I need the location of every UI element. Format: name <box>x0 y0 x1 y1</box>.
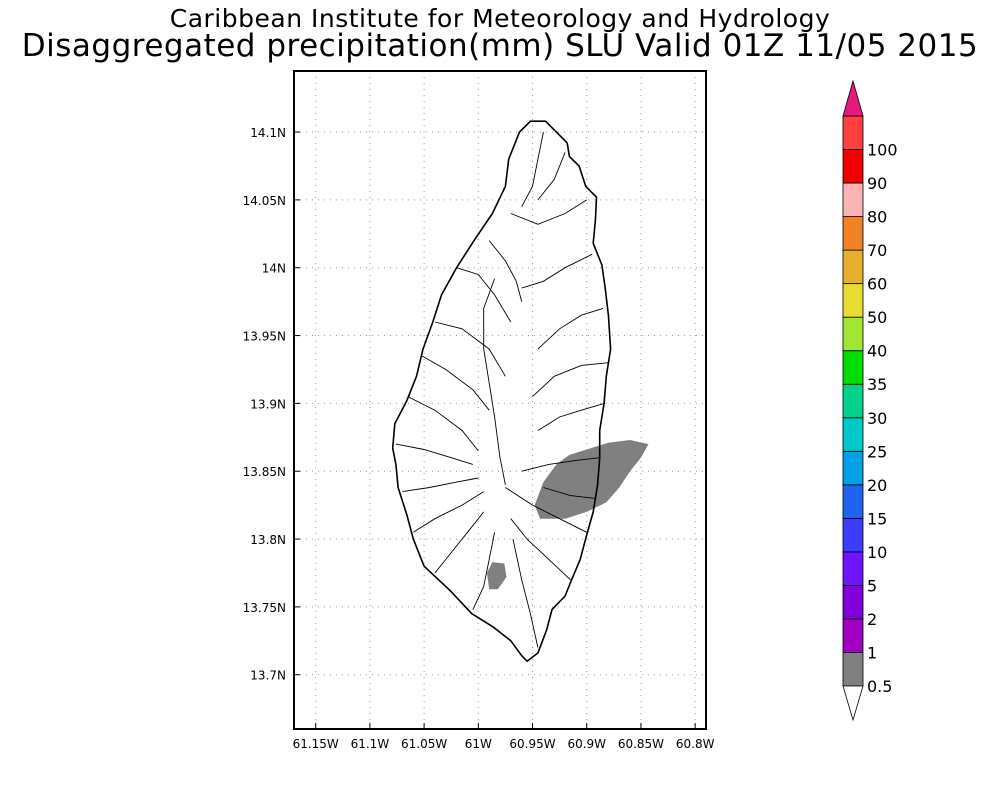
colorbar-segment <box>842 316 864 352</box>
colorbar-label: 90 <box>867 174 887 193</box>
lon-label: 60.8W <box>676 737 715 751</box>
grid-lines <box>294 71 706 729</box>
river-line <box>537 402 605 431</box>
colorbar-label: 2 <box>867 610 877 629</box>
colorbar-top-arrow <box>842 79 864 117</box>
river-network <box>395 132 609 648</box>
colorbar-label: 0.5 <box>867 677 892 696</box>
colorbar-label: 30 <box>867 409 887 428</box>
colorbar-label: 35 <box>867 375 887 394</box>
river-line <box>521 253 593 289</box>
colorbar-label: 15 <box>867 509 887 528</box>
precip-area <box>487 562 507 590</box>
river-line <box>472 532 496 610</box>
colorbar-label: 80 <box>867 208 887 227</box>
lon-label: 61W <box>465 737 492 751</box>
river-line <box>537 307 604 350</box>
colorbar-label: 1 <box>867 643 877 662</box>
colorbar-segment <box>842 216 864 251</box>
colorbar-segment <box>842 149 864 184</box>
colorbar-segment <box>842 249 864 285</box>
lon-label: 60.85W <box>618 737 664 751</box>
colorbar-label: 40 <box>867 342 887 361</box>
lon-label: 61.05W <box>401 737 447 751</box>
colorbar-segment <box>842 484 864 519</box>
colorbar-segment <box>842 551 864 586</box>
colorbar-label: 70 <box>867 241 887 260</box>
river-line <box>395 443 474 465</box>
colorbar-label: 100 <box>867 141 898 160</box>
precipitation-layer <box>487 440 649 590</box>
lon-label: 61.15W <box>293 737 339 751</box>
colorbar-segment <box>842 115 864 150</box>
river-line <box>413 491 484 533</box>
lon-label: 61.1W <box>351 737 390 751</box>
island-layer <box>391 120 612 663</box>
colorbar-label: 5 <box>867 576 877 595</box>
river-line <box>510 199 587 225</box>
river-line <box>543 487 596 499</box>
longitude-labels: 61.15W 61.1W 61.05W 61W 60.95W 60.9W 60.85W 60.… <box>293 737 715 751</box>
colorbar-label: 20 <box>867 476 887 495</box>
river-line <box>537 152 566 201</box>
river-line <box>456 267 512 323</box>
lat-label: 13.95N <box>243 330 286 344</box>
lat-label: 13.9N <box>250 397 286 411</box>
latitude-labels: 14.1N 14.05N 14N 13.95N 13.9N 13.85N 13.8N 13.7… <box>243 126 286 683</box>
precip-area <box>534 440 649 519</box>
lat-label: 13.7N <box>250 669 286 683</box>
colorbar-segment <box>842 517 864 553</box>
lat-label: 14.05N <box>243 194 286 208</box>
river-line <box>402 477 479 493</box>
colorbar-segment <box>842 350 864 385</box>
island-outline <box>391 120 612 663</box>
product-title: Disaggregated precipitation(mm) SLU Vali… <box>21 28 979 64</box>
lon-label: 60.9W <box>567 737 606 751</box>
river-line <box>421 355 490 411</box>
river-line <box>407 396 479 452</box>
river-line <box>510 518 571 581</box>
colorbar-segment <box>842 652 864 687</box>
river-line <box>434 511 485 574</box>
colorbar-label: 10 <box>867 543 887 562</box>
colorbar-label: 25 <box>867 442 887 461</box>
map-frame <box>293 70 707 730</box>
lat-label: 13.85N <box>243 465 286 479</box>
lon-label: 60.95W <box>509 737 555 751</box>
colorbar-segment <box>842 417 864 452</box>
colorbar-label: 60 <box>867 275 887 294</box>
colorbar-segment <box>842 450 864 486</box>
river-line <box>488 240 523 302</box>
colorbar-segment <box>842 618 864 653</box>
lat-label: 14.1N <box>250 126 286 140</box>
colorbar-label: 50 <box>867 308 887 327</box>
colorbar-segment <box>842 182 864 217</box>
river-line <box>483 278 506 485</box>
lat-label: 13.8N <box>250 533 286 547</box>
lat-label: 13.75N <box>243 601 286 615</box>
river-line <box>521 457 600 472</box>
river-line <box>505 487 587 533</box>
colorbar-bottom-arrow <box>842 685 864 722</box>
institute-title: Caribbean Institute for Meteorology and … <box>169 4 831 33</box>
river-line <box>434 321 506 377</box>
colorbar-segment <box>842 585 864 620</box>
colorbar-segment <box>842 383 864 419</box>
lat-label: 14N <box>262 262 286 276</box>
river-line <box>532 362 609 397</box>
river-line <box>521 132 544 207</box>
river-line <box>512 539 539 648</box>
colorbar-segment <box>842 283 864 318</box>
